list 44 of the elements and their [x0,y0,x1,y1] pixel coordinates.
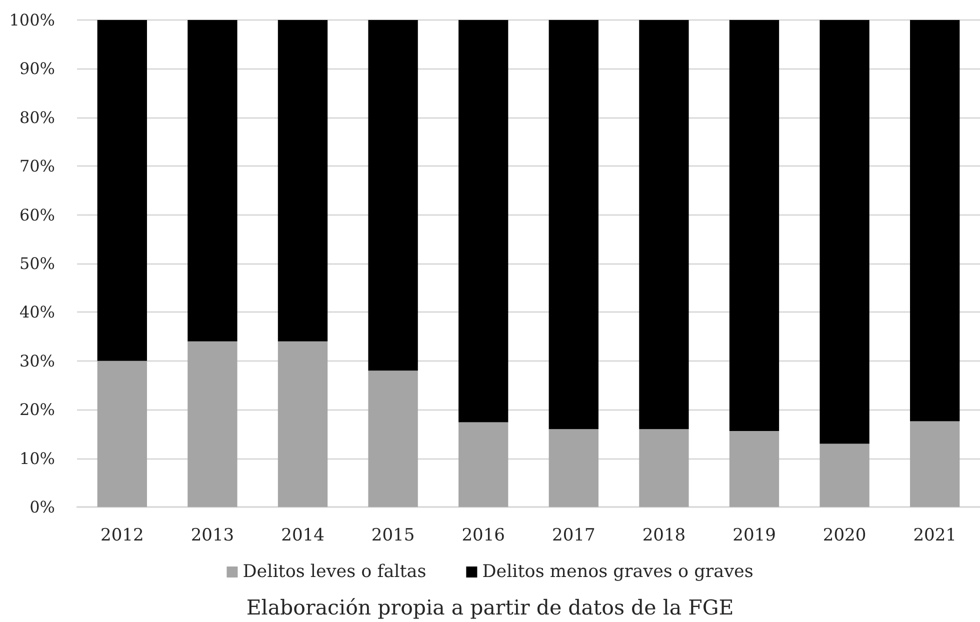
bar [458,422,508,507]
x-tick-label: 2015 [371,526,415,546]
bar [729,20,780,432]
x-tick-label: 2019 [732,526,776,546]
y-tick-label: 0% [30,498,55,516]
legend-label: Delitos menos graves o graves [482,562,754,582]
x-tick-label: 2018 [642,526,686,546]
bar [97,20,147,361]
y-tick-label: 70% [19,156,55,176]
bar [820,444,870,507]
y-tick-label: 40% [19,302,55,322]
bar [910,20,960,422]
y-tick-label: 50% [19,254,55,273]
x-tick-label: 2020 [822,526,866,546]
y-tick-label: 100% [9,10,55,30]
bar [278,20,328,342]
bar [548,429,598,507]
x-tick-label: 2017 [552,526,596,546]
bar [458,20,508,422]
x-tick-label: 2014 [281,526,324,546]
bar [97,360,147,507]
bar [910,421,960,507]
bar [639,429,689,507]
bar [188,341,238,507]
y-tick-label: 30% [19,351,55,370]
y-tick-label: 80% [19,108,55,127]
y-tick-label: 10% [19,448,55,468]
y-tick-label: 20% [19,400,55,420]
bar [820,20,870,444]
bar [639,20,689,430]
bar [368,370,418,507]
x-tick-label: 2016 [462,526,505,546]
bar [729,431,780,507]
text: Elaboración propia a partir de datos de la FGE [246,596,734,620]
bar [548,20,598,430]
y-tick-label: 90% [19,59,55,78]
x-tick-label: 2013 [190,526,234,546]
x-tick-label: 2021 [913,526,956,546]
x-tick-label: 2012 [100,526,144,546]
legend-label: Delitos leves o faltas [242,562,426,582]
y-tick-label: 60% [19,205,55,224]
bar [278,341,328,507]
bar [188,20,238,342]
bar [368,20,418,371]
